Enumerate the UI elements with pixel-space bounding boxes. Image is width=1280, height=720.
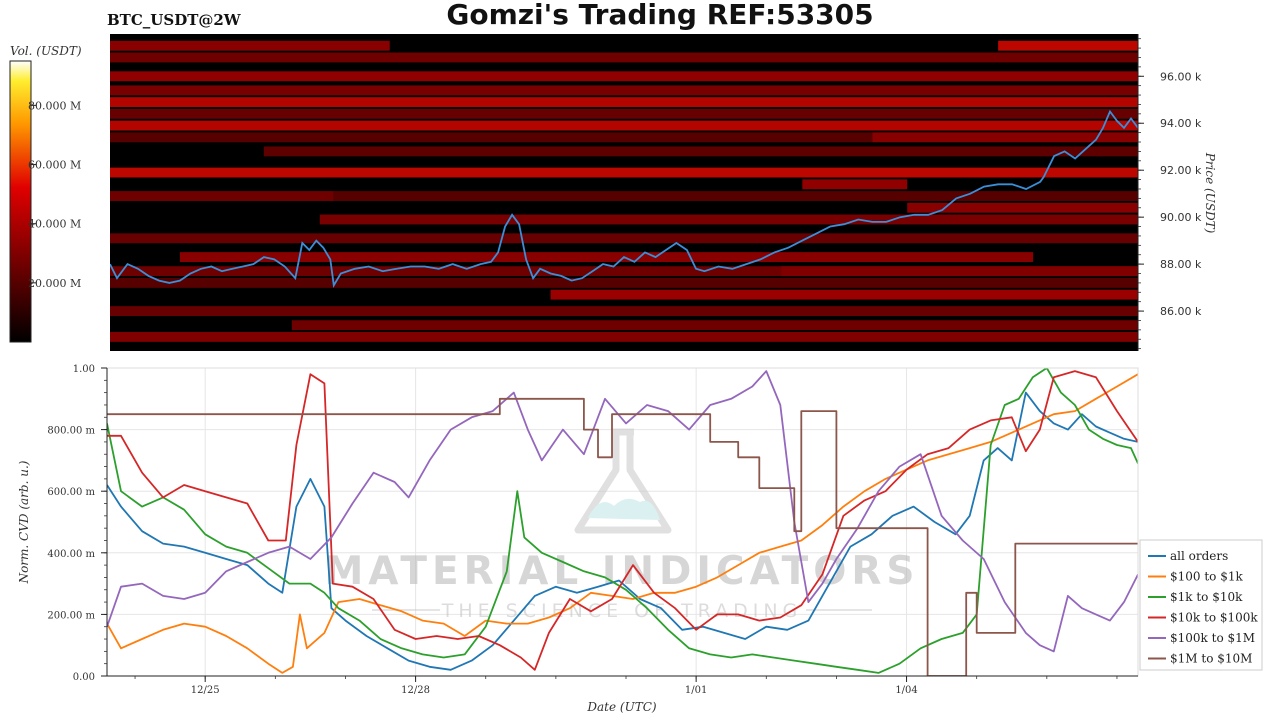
chart-title: Gomzi's Trading REF:53305 (446, 0, 873, 31)
heatmap-band (291, 320, 1138, 331)
x-tick-label: 1/04 (895, 685, 917, 696)
series-line (107, 370, 1138, 653)
heatmap-band (179, 252, 1034, 263)
y-tick-label: 0.00 (73, 672, 95, 683)
legend-entry: $100 to $1k (1170, 570, 1243, 584)
y-tick-label: 600.00 m (47, 487, 95, 498)
colorbar-tick-label: 20.000 M (28, 277, 81, 290)
colorbar-tick-label: 40.000 M (28, 218, 81, 231)
price-tick-label: 94.00 k (1160, 117, 1202, 130)
price-tick-label: 96.00 k (1160, 70, 1202, 83)
heatmap-band (110, 108, 1138, 119)
heatmap-band (907, 202, 1138, 213)
flask-icon (574, 428, 672, 534)
series-line (107, 373, 1138, 674)
colorbar-label: Vol. (USDT) (10, 44, 82, 58)
heatmap-band (550, 289, 1138, 300)
x-tick-label: 12/25 (191, 685, 220, 696)
heatmap-band (110, 266, 1138, 277)
heatmap-band (110, 132, 873, 143)
cvd-x-axis-label: Date (UTC) (586, 700, 656, 714)
heatmap-band (110, 97, 1138, 108)
legend-entry: $10k to $100k (1170, 611, 1258, 625)
legend: all orders $100 to $1k $1k to $10k $10k to … (1139, 539, 1263, 671)
price-tick-label: 86.00 k (1160, 305, 1202, 318)
heatmap-band (110, 191, 334, 201)
y-tick-label: 800.00 m (47, 426, 95, 437)
price-tick-label: 90.00 k (1160, 211, 1202, 224)
heatmap-band (319, 214, 1138, 225)
cvd-panel: MATERIAL INDICATORS THE SCIENCE OF TRADI… (17, 364, 1139, 714)
colorbar-tick-label: 80.000 M (28, 99, 81, 112)
heatmap-band (110, 306, 1138, 317)
y-tick-label: 1.00 (73, 364, 95, 375)
legend-entry: $1k to $10k (1170, 590, 1243, 604)
heatmap-band (110, 40, 390, 51)
legend-entry: $1M to $10M (1170, 652, 1252, 666)
x-tick-label: 12/28 (401, 685, 430, 696)
heatmap-panel: 86.00 k 88.00 k 90.00 k 92.00 k 94.00 k 96.00… (110, 34, 1217, 351)
legend-entry: all orders (1170, 549, 1228, 563)
heatmap-band (263, 146, 1138, 157)
colorbar-tick-label: 60.000 M (28, 159, 81, 172)
heatmap-band (110, 277, 1138, 288)
series-line (107, 368, 1138, 674)
heatmap-band (781, 266, 1138, 277)
price-line (110, 109, 1138, 288)
watermark-tagline: THE SCIENCE OF TRADING (441, 600, 803, 622)
heatmap-band (110, 71, 1138, 82)
price-tick-label: 92.00 k (1160, 164, 1202, 177)
symbol-label: BTC_USDT@2W (107, 11, 242, 29)
x-tick-label: 1/01 (685, 685, 707, 696)
heatmap-band (802, 179, 908, 190)
heatmap-band (110, 120, 1138, 131)
legend-entry: $100k to $1M (1170, 631, 1255, 645)
heatmap-band (110, 167, 1138, 178)
cvd-y-axis-label: Norm. CVD (arb. u.) (17, 460, 31, 584)
series-line (107, 391, 1138, 671)
heatmap-band (998, 40, 1138, 51)
heatmap-band (872, 132, 1138, 143)
colorbar: Vol. (USDT) 20.000 M 40.000 M 60.000 M 80.0… (9, 44, 82, 343)
series-line (107, 370, 1138, 671)
price-tick-label: 88.00 k (1160, 258, 1202, 271)
y-tick-label: 400.00 m (47, 549, 95, 560)
heatmap-band (110, 233, 1138, 244)
y-tick-label: 200.00 m (47, 610, 95, 621)
heatmap-band (110, 331, 1138, 342)
price-axis-label: Price (USDT) (1203, 152, 1217, 234)
series-line (107, 397, 1138, 676)
heatmap-band (110, 52, 1138, 63)
heatmap-band (333, 191, 1138, 201)
colorbar-gradient (9, 60, 32, 343)
heatmap-band (110, 85, 1138, 96)
